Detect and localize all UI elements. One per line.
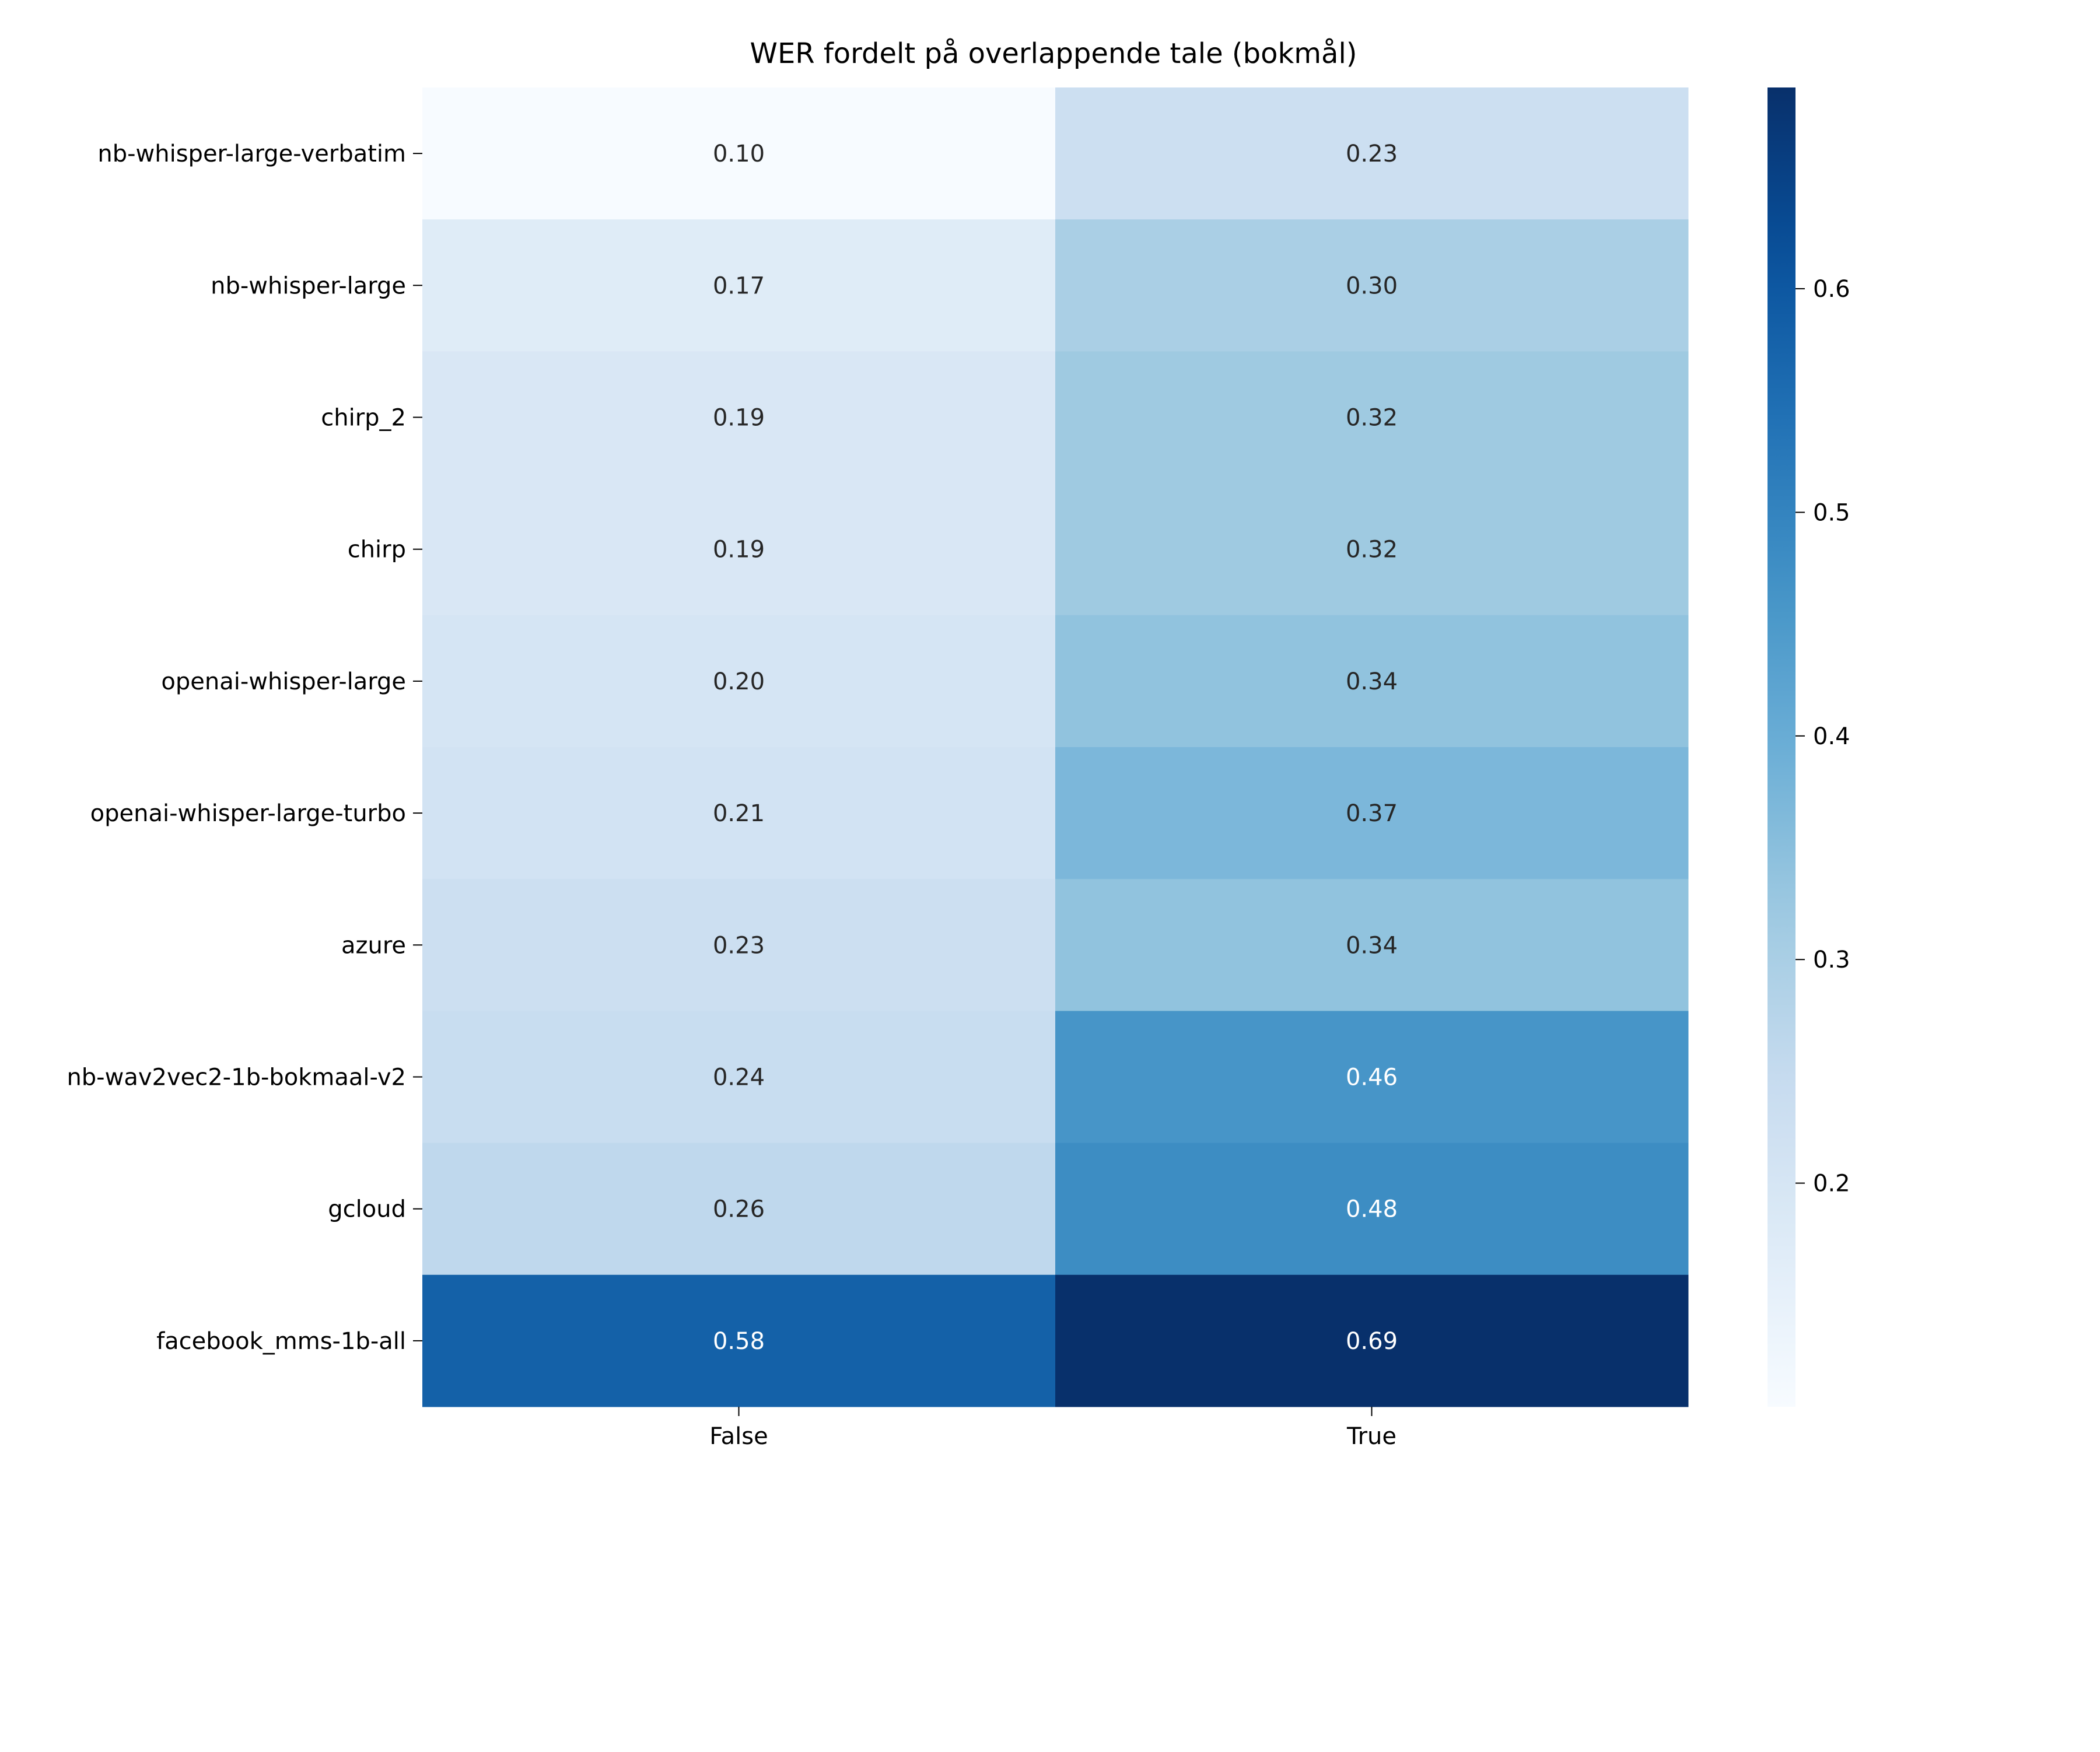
y-tick-label-9: facebook_mms-1b-all <box>156 1328 406 1355</box>
colorbar-tick-label-4: 0.6 <box>1813 276 1850 303</box>
y-tick-label-2: chirp_2 <box>321 405 406 432</box>
cell-value-label-1-1: 0.30 <box>1346 272 1398 299</box>
heatmap-cell-7-1 <box>1055 1011 1689 1144</box>
heatmap-cell-5-1 <box>1055 747 1689 879</box>
cell-value-label-3-1: 0.32 <box>1346 537 1398 563</box>
colorbar <box>1768 87 1796 1407</box>
heatmap-cell-3-0 <box>422 483 1056 616</box>
cell-value-label-6-0: 0.23 <box>713 932 765 959</box>
y-tick-label-4: openai-whisper-large <box>161 668 406 695</box>
chart-title: WER fordelt på overlappende tale (bokmål… <box>750 37 1357 70</box>
heatmap-cell-8-1 <box>1055 1143 1689 1276</box>
heatmap-cell-7-0 <box>422 1011 1056 1144</box>
x-tick-label-1: True <box>1346 1423 1396 1450</box>
cell-value-label-3-0: 0.19 <box>713 537 765 563</box>
y-tick-label-7: nb-wav2vec2-1b-bokmaal-v2 <box>66 1064 406 1091</box>
cell-value-label-5-0: 0.21 <box>713 800 765 827</box>
colorbar-tick-label-2: 0.4 <box>1813 723 1850 750</box>
cell-value-label-4-0: 0.20 <box>713 668 765 695</box>
y-tick-label-3: chirp <box>348 537 406 563</box>
cell-value-label-8-0: 0.26 <box>713 1196 765 1223</box>
colorbar-tick-label-0: 0.2 <box>1813 1171 1850 1197</box>
cell-value-label-0-0: 0.10 <box>713 141 765 167</box>
cell-value-label-7-1: 0.46 <box>1346 1064 1398 1091</box>
cell-value-label-9-1: 0.69 <box>1346 1328 1398 1355</box>
heatmap-cell-6-1 <box>1055 879 1689 1011</box>
cell-value-label-8-1: 0.48 <box>1346 1196 1398 1223</box>
colorbar-tick-label-1: 0.3 <box>1813 947 1850 973</box>
cell-value-label-6-1: 0.34 <box>1346 932 1398 959</box>
heatmap-cell-0-0 <box>422 87 1056 220</box>
x-tick-label-0: False <box>709 1423 768 1450</box>
heatmap-cell-9-1 <box>1055 1274 1689 1407</box>
heatmap-cell-4-0 <box>422 615 1056 748</box>
heatmap-cell-3-1 <box>1055 483 1689 616</box>
heatmap-cell-1-1 <box>1055 219 1689 352</box>
y-tick-label-5: openai-whisper-large-turbo <box>90 800 406 827</box>
heatmap-cell-1-0 <box>422 219 1056 352</box>
cell-value-label-1-0: 0.17 <box>713 272 765 299</box>
heatmap-cell-9-0 <box>422 1274 1056 1407</box>
cell-value-label-4-1: 0.34 <box>1346 668 1398 695</box>
y-tick-label-6: azure <box>341 932 406 959</box>
heatmap-cell-2-0 <box>422 351 1056 484</box>
cell-value-label-5-1: 0.37 <box>1346 800 1398 827</box>
heatmap-cell-0-1 <box>1055 87 1689 220</box>
cell-value-label-2-0: 0.19 <box>713 405 765 432</box>
heatmap-cell-8-0 <box>422 1143 1056 1276</box>
cell-value-label-9-0: 0.58 <box>713 1328 765 1355</box>
heatmap-cell-4-1 <box>1055 615 1689 748</box>
colorbar-tick-label-3: 0.5 <box>1813 499 1850 526</box>
y-tick-label-1: nb-whisper-large <box>211 272 406 299</box>
y-tick-label-8: gcloud <box>328 1196 406 1223</box>
y-tick-label-0: nb-whisper-large-verbatim <box>97 141 406 167</box>
cell-value-label-7-0: 0.24 <box>713 1064 765 1091</box>
heatmap-cell-2-1 <box>1055 351 1689 484</box>
heatmap-cell-5-0 <box>422 747 1056 879</box>
heatmap-cell-6-0 <box>422 879 1056 1011</box>
cell-value-label-2-1: 0.32 <box>1346 405 1398 432</box>
cell-value-label-0-1: 0.23 <box>1346 141 1398 167</box>
